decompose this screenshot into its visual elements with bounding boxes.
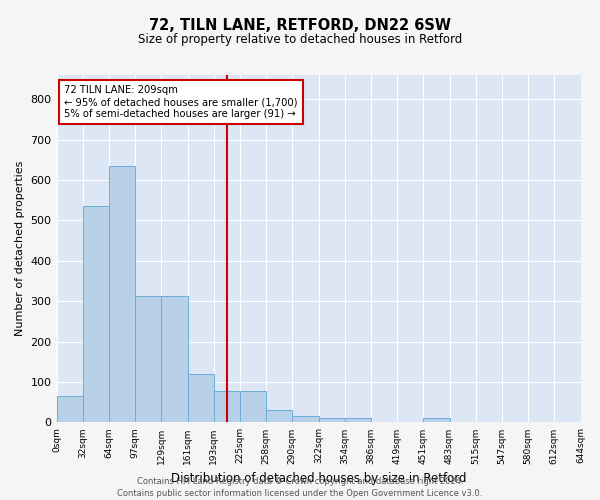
Bar <box>56 396 83 422</box>
X-axis label: Distribution of detached houses by size in Retford: Distribution of detached houses by size … <box>171 472 466 485</box>
Bar <box>135 296 161 422</box>
Text: 72 TILN LANE: 209sqm
← 95% of detached houses are smaller (1,700)
5% of semi-det: 72 TILN LANE: 209sqm ← 95% of detached h… <box>64 86 298 118</box>
Bar <box>266 410 292 422</box>
Text: 72, TILN LANE, RETFORD, DN22 6SW: 72, TILN LANE, RETFORD, DN22 6SW <box>149 18 451 32</box>
Bar <box>319 418 345 422</box>
Bar <box>83 206 109 422</box>
Bar <box>161 296 188 422</box>
Bar <box>424 418 449 422</box>
Bar <box>345 418 371 422</box>
Text: Size of property relative to detached houses in Retford: Size of property relative to detached ho… <box>138 32 462 46</box>
Bar <box>240 391 266 422</box>
Bar <box>188 374 214 422</box>
Bar <box>109 166 135 422</box>
Text: Contains HM Land Registry data © Crown copyright and database right 2024.
Contai: Contains HM Land Registry data © Crown c… <box>118 476 482 498</box>
Y-axis label: Number of detached properties: Number of detached properties <box>15 161 25 336</box>
Bar <box>292 416 319 422</box>
Bar <box>214 391 240 422</box>
